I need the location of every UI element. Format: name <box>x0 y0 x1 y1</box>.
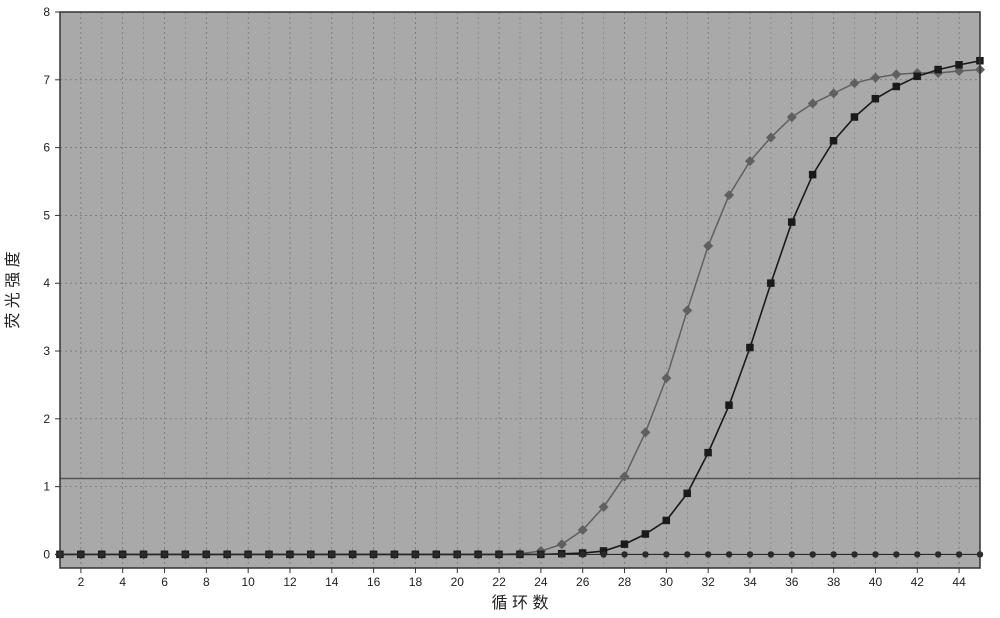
svg-text:44: 44 <box>952 575 966 589</box>
x-axis-label: 循 环 数 <box>492 594 549 612</box>
svg-text:14: 14 <box>325 575 339 589</box>
svg-text:34: 34 <box>743 575 757 589</box>
svg-text:6: 6 <box>161 575 168 589</box>
svg-text:3: 3 <box>43 344 50 358</box>
svg-text:5: 5 <box>43 208 50 222</box>
svg-text:40: 40 <box>869 575 883 589</box>
svg-text:8: 8 <box>203 575 210 589</box>
svg-text:36: 36 <box>785 575 799 589</box>
svg-text:6: 6 <box>43 141 50 155</box>
svg-text:28: 28 <box>618 575 632 589</box>
amplification-chart: 2468101214161820222426283032343638404244… <box>0 0 1000 618</box>
svg-text:16: 16 <box>367 575 381 589</box>
svg-text:42: 42 <box>911 575 925 589</box>
svg-text:2: 2 <box>78 575 85 589</box>
svg-text:4: 4 <box>119 575 126 589</box>
svg-text:26: 26 <box>576 575 590 589</box>
svg-text:20: 20 <box>451 575 465 589</box>
svg-text:0: 0 <box>43 547 50 561</box>
svg-text:24: 24 <box>534 575 548 589</box>
svg-text:1: 1 <box>43 480 50 494</box>
svg-text:30: 30 <box>660 575 674 589</box>
svg-text:18: 18 <box>409 575 423 589</box>
svg-text:22: 22 <box>492 575 506 589</box>
svg-text:8: 8 <box>43 5 50 19</box>
svg-text:38: 38 <box>827 575 841 589</box>
svg-text:32: 32 <box>702 575 716 589</box>
svg-text:7: 7 <box>43 73 50 87</box>
y-axis-label: 荧 光 强 度 <box>4 251 22 328</box>
svg-text:4: 4 <box>43 276 50 290</box>
svg-text:10: 10 <box>242 575 256 589</box>
svg-text:2: 2 <box>43 412 50 426</box>
svg-text:12: 12 <box>283 575 297 589</box>
